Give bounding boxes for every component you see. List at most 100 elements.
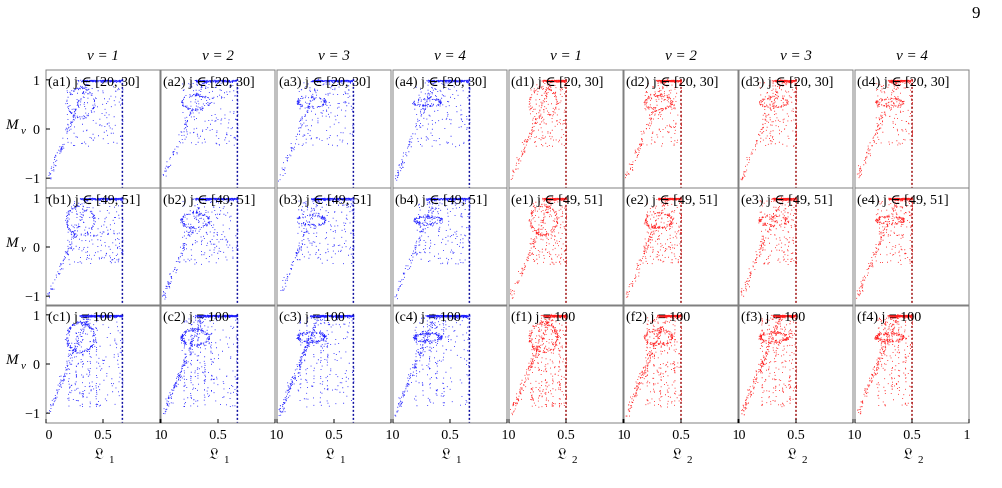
x-axis-label: 𝔏 (441, 446, 451, 463)
x-axis-label-sub: 2 (802, 454, 808, 466)
panel-label: (d4) j ∈ [20, 30] (857, 75, 949, 90)
scatter-point-cloud (625, 78, 682, 179)
y-axis-label: M (5, 352, 20, 368)
column-header: ν = 2 (665, 48, 697, 64)
scatter-point-cloud (740, 196, 797, 297)
column-header: ν = 4 (434, 48, 466, 64)
panel-label: (e3) j ∈ [49, 51] (741, 193, 833, 208)
scatter-points (625, 78, 682, 179)
x-tick-label: 0.5 (441, 428, 459, 443)
scatter-points (857, 314, 913, 415)
scatter-point-cloud (740, 78, 797, 181)
panel-frame (508, 187, 624, 307)
panel-frame (738, 187, 854, 307)
panel-label: (a4) j ∈ [20, 30] (395, 75, 487, 90)
panel-label: (d3) j ∈ [20, 30] (741, 75, 833, 90)
panel-frame (160, 187, 276, 307)
x-axis-label: 𝔏 (209, 446, 219, 463)
scatter-point-cloud (394, 197, 471, 300)
y-axis-label: M (5, 117, 20, 133)
scatter-points (278, 78, 355, 182)
panel-label: (c4) j = 100 (395, 310, 461, 325)
scatter-point-cloud (741, 314, 797, 416)
scatter-points (510, 313, 567, 416)
x-tick-label: 0 (46, 428, 53, 443)
x-axis-label-sub: 2 (918, 454, 924, 466)
scatter-points (741, 314, 797, 416)
y-tick-label: −1 (25, 407, 40, 422)
x-tick-label: 1 (733, 428, 740, 443)
y-tick-label: 0 (33, 358, 40, 373)
scatter-points (162, 197, 239, 300)
panel-label: (d2) j ∈ [20, 30] (626, 75, 718, 90)
panel-label: (c1) j = 100 (48, 310, 114, 325)
x-tick-label: 0.5 (325, 428, 343, 443)
x-tick-label: 0 (855, 428, 862, 443)
panel-label: (f2) j = 100 (626, 310, 690, 325)
x-tick-label: 1 (618, 428, 625, 443)
panel-label: (a2) j ∈ [20, 30] (163, 75, 255, 90)
x-tick-label: 0.5 (672, 428, 690, 443)
x-tick-label: 1 (848, 428, 855, 443)
y-axis-label-sub: ν (21, 243, 26, 255)
x-tick-label: 0.5 (94, 428, 112, 443)
scatter-point-cloud (278, 78, 355, 182)
panel-label: (a1) j ∈ [20, 30] (48, 75, 140, 90)
x-axis-label: 𝔏 (325, 446, 335, 463)
scatter-points (510, 196, 567, 299)
scatter-points (510, 79, 567, 180)
x-axis-label: 𝔏 (903, 446, 913, 463)
scatter-point-cloud (510, 79, 567, 180)
y-tick-label: 1 (33, 192, 40, 207)
page-number: 9 (972, 3, 981, 22)
column-header: ν = 1 (87, 48, 119, 64)
x-tick-label: 0 (624, 428, 631, 443)
scatter-points (740, 196, 797, 297)
x-tick-label: 1 (964, 428, 971, 443)
x-axis-label-sub: 1 (340, 454, 346, 466)
panel-label: (a3) j ∈ [20, 30] (279, 75, 371, 90)
scatter-points (48, 79, 124, 180)
y-tick-label: −1 (25, 172, 40, 187)
column-header: ν = 1 (550, 48, 582, 64)
panel-label: (c3) j = 100 (279, 310, 345, 325)
column-header: ν = 4 (896, 48, 928, 64)
y-tick-label: −1 (25, 290, 40, 305)
scatter-point-cloud (162, 197, 239, 300)
y-tick-label: 0 (33, 123, 40, 138)
scatter-points (856, 79, 913, 179)
y-axis-label-sub: ν (21, 125, 26, 137)
x-axis-label: 𝔏 (94, 446, 104, 463)
x-tick-label: 1 (270, 428, 277, 443)
panel-label: (b2) j ∈ [49, 51] (163, 193, 255, 208)
x-tick-label: 0.5 (209, 428, 227, 443)
scatter-point-cloud (510, 196, 567, 299)
x-axis-label-sub: 2 (687, 454, 693, 466)
y-tick-label: 1 (33, 74, 40, 89)
panel-label: (b1) j ∈ [49, 51] (48, 193, 140, 208)
x-axis-label-sub: 1 (224, 454, 230, 466)
x-tick-label: 0 (739, 428, 746, 443)
x-tick-label: 0 (509, 428, 516, 443)
x-axis-label: 𝔏 (787, 446, 797, 463)
x-axis-label-sub: 1 (109, 454, 115, 466)
panel-frame (276, 187, 392, 307)
scatter-points (625, 197, 682, 298)
x-axis-label-sub: 2 (572, 454, 578, 466)
scatter-points (278, 314, 355, 416)
scatter-point-cloud (280, 197, 355, 291)
scatter-points (162, 79, 239, 177)
panel-label: (e4) j ∈ [49, 51] (857, 193, 949, 208)
x-tick-label: 0.5 (557, 428, 575, 443)
column-header: ν = 3 (780, 48, 812, 64)
panel-frame (623, 187, 739, 307)
column-header: ν = 2 (202, 48, 234, 64)
scatter-point-cloud (394, 313, 471, 417)
scatter-points (394, 313, 471, 417)
panel-label: (f4) j = 100 (857, 310, 921, 325)
scatter-point-cloud (856, 79, 913, 179)
panel-label: (b3) j ∈ [49, 51] (279, 193, 371, 208)
panel-label: (b4) j ∈ [49, 51] (395, 193, 487, 208)
y-tick-label: 0 (33, 241, 40, 256)
